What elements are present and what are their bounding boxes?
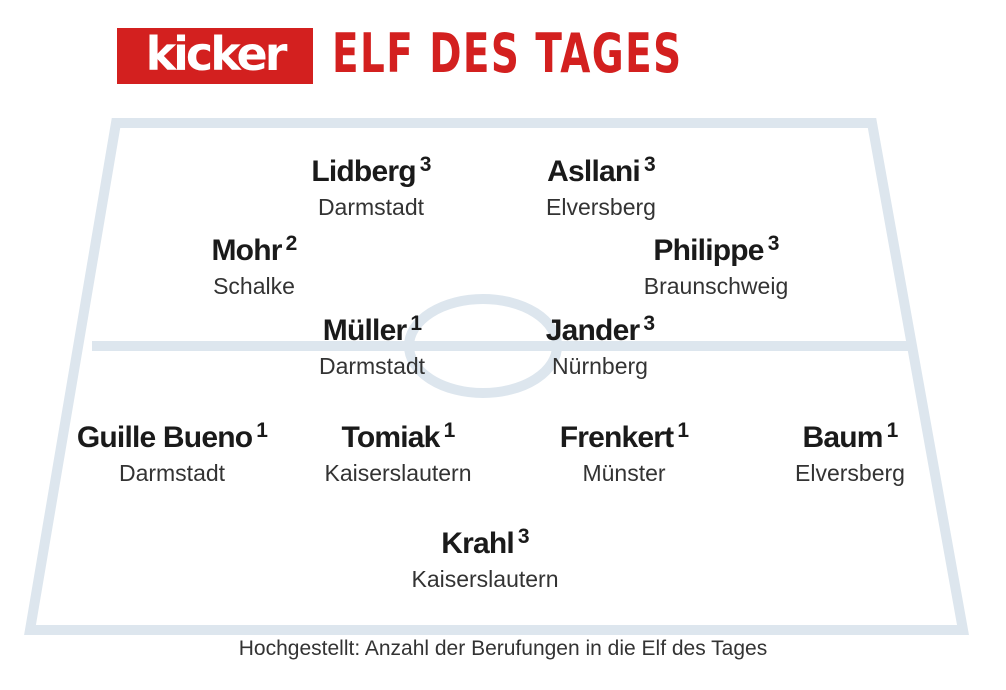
player-name: Frenkert <box>559 421 674 454</box>
nomination-count: 1 <box>886 419 899 442</box>
player-name: Tomiak <box>341 421 441 454</box>
player-name: Mohr <box>211 234 282 267</box>
nomination-count: 3 <box>643 153 656 176</box>
footnote: Hochgestellt: Anzahl der Berufungen in d… <box>238 637 768 660</box>
player-club: Elversberg <box>546 194 656 220</box>
player-name: Baum <box>802 421 883 454</box>
player-name: Krahl <box>441 527 514 560</box>
player-club: Schalke <box>213 273 295 299</box>
player-club: Kaiserslautern <box>411 566 559 592</box>
player-club: Braunschweig <box>643 273 789 299</box>
player-club: Elversberg <box>795 460 905 486</box>
player-name: Philippe <box>653 234 764 267</box>
nomination-count: 3 <box>767 232 780 255</box>
nomination-count: 3 <box>643 312 655 335</box>
nomination-count: 3 <box>517 525 530 548</box>
player-name: Asllani <box>547 155 641 188</box>
player-club: Nürnberg <box>552 353 648 379</box>
player-club: Münster <box>582 460 666 486</box>
nomination-count: 1 <box>410 312 422 335</box>
kicker-logo: kicker <box>117 28 313 84</box>
player-name: Jander <box>545 314 640 347</box>
page-title: ELF DES TAGES <box>332 22 683 85</box>
player-club: Kaiserslautern <box>324 460 472 486</box>
nomination-count: 3 <box>419 153 432 176</box>
nomination-count: 1 <box>443 419 456 442</box>
player-name: Lidberg <box>311 155 416 188</box>
player-club: Darmstadt <box>118 460 226 486</box>
nomination-count: 1 <box>256 419 268 442</box>
player-club: Darmstadt <box>317 194 425 220</box>
nomination-count: 1 <box>677 419 689 442</box>
pitch-outline <box>24 118 969 635</box>
center-circle <box>404 294 562 398</box>
nomination-count: 2 <box>285 232 298 255</box>
player-name: Müller <box>322 314 407 347</box>
logo-text: kicker <box>145 27 288 81</box>
player-club: Darmstadt <box>318 353 426 379</box>
player-name: Guille Bueno <box>76 421 253 454</box>
